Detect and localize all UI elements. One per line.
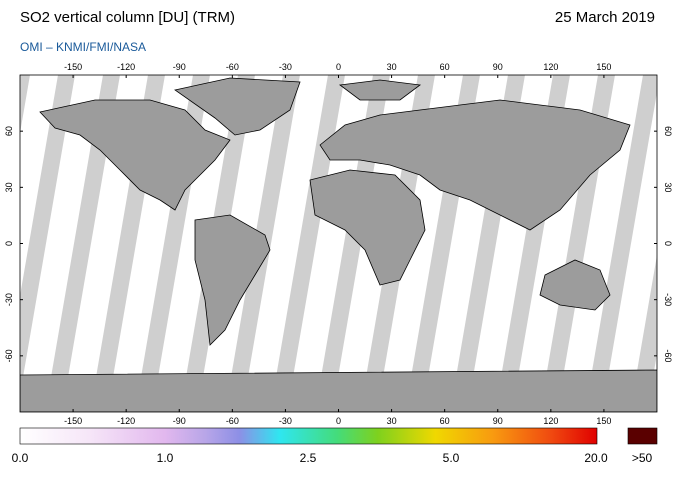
lon-tick-label: 60 — [440, 62, 450, 72]
lat-tick-label: 0 — [663, 241, 673, 246]
colorbar-label: 0.0 — [12, 451, 29, 465]
swath — [242, 75, 328, 412]
lon-tick-label: 0 — [336, 416, 341, 426]
lon-tick-label: -150 — [64, 416, 82, 426]
lon-tick-label: -150 — [64, 62, 82, 72]
lon-tick-label: 150 — [596, 62, 611, 72]
lon-tick-label: 150 — [596, 416, 611, 426]
swath — [602, 92, 657, 412]
colorbar-label: 1.0 — [157, 451, 174, 465]
date: 25 March 2019 — [555, 9, 655, 26]
colorbar-label: 5.0 — [443, 451, 460, 465]
lat-tick-label: 30 — [663, 182, 673, 192]
ticks: -150 -150 -120 -120 -90 -90 -60 -60 -30 -30 0 0 30 30… — [4, 62, 673, 426]
lon-tick-label: 120 — [543, 62, 558, 72]
lon-tick-label: -30 — [279, 62, 292, 72]
swath — [20, 75, 58, 296]
lon-tick-label: 120 — [543, 416, 558, 426]
lon-tick-label: 0 — [336, 62, 341, 72]
lat-tick-label: -60 — [4, 349, 14, 362]
lon-tick-label: -30 — [279, 416, 292, 426]
colorbar-label: 20.0 — [584, 451, 608, 465]
lat-tick-label: 60 — [663, 126, 673, 136]
swath — [557, 75, 643, 412]
lon-tick-label: 30 — [387, 416, 397, 426]
lon-tick-label: 90 — [493, 62, 503, 72]
lat-tick-label: 60 — [4, 126, 14, 136]
colorbar-labels: 0.0 1.0 2.5 5.0 20.0 — [12, 451, 608, 465]
source: OMI – KNMI/FMI/NASA — [20, 40, 146, 54]
map — [20, 75, 657, 412]
lat-tick-label: 30 — [4, 182, 14, 192]
lat-tick-label: -30 — [4, 293, 14, 306]
lon-tick-label: -90 — [173, 416, 186, 426]
lat-tick-label: -60 — [663, 349, 673, 362]
lon-tick-label: -60 — [226, 62, 239, 72]
lat-tick-label: 0 — [4, 241, 14, 246]
continents — [20, 77, 657, 412]
lon-tick-label: 30 — [387, 62, 397, 72]
lon-tick-label: 60 — [440, 416, 450, 426]
title: SO2 vertical column [DU] (TRM) — [20, 9, 235, 26]
overflow-label: >50 — [632, 451, 653, 465]
lat-tick-label: -30 — [663, 293, 673, 306]
lon-tick-label: 90 — [493, 416, 503, 426]
lon-tick-label: -120 — [117, 62, 135, 72]
lon-tick-label: -60 — [226, 416, 239, 426]
colorbar-label: 2.5 — [300, 451, 317, 465]
lon-tick-label: -120 — [117, 416, 135, 426]
lon-tick-label: -90 — [173, 62, 186, 72]
colorbar-overflow — [627, 427, 658, 445]
colorbar — [19, 427, 598, 445]
swath — [20, 75, 103, 412]
